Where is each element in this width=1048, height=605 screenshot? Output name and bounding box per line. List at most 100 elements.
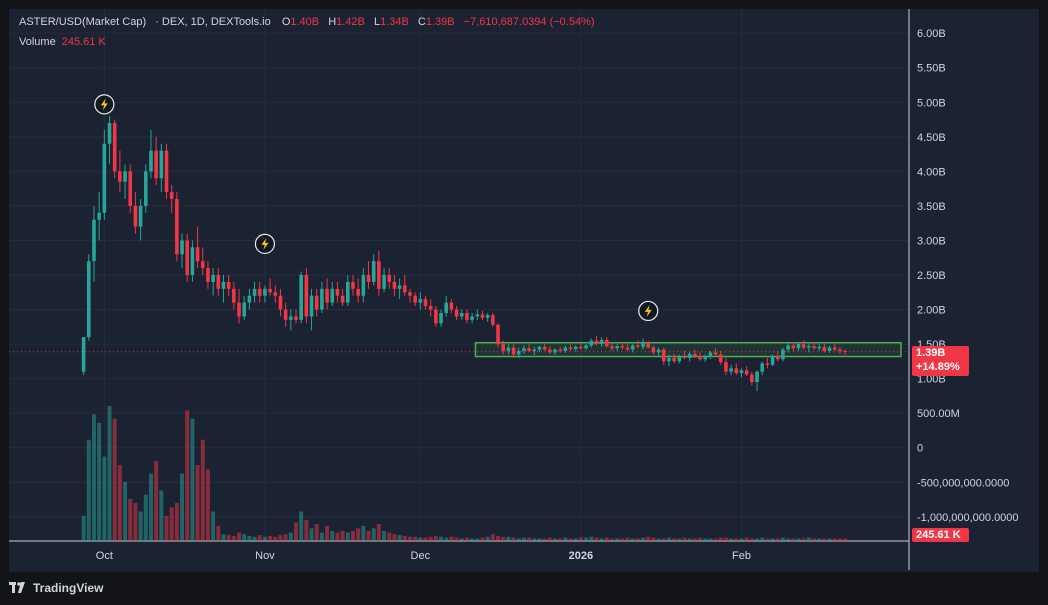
candle-body[interactable] (283, 309, 288, 320)
candle-body[interactable] (667, 357, 671, 362)
candle-body[interactable] (314, 295, 319, 310)
candle-body[interactable] (553, 349, 557, 353)
candle-body[interactable] (750, 374, 754, 383)
candle-body[interactable] (532, 349, 537, 351)
candle-body[interactable] (143, 171, 148, 206)
candle-body[interactable] (449, 302, 454, 310)
candle-body[interactable] (377, 261, 381, 289)
candle-body[interactable] (309, 295, 314, 317)
candle-body[interactable] (485, 315, 490, 318)
candle-body[interactable] (175, 199, 179, 255)
candle-body[interactable] (817, 346, 821, 349)
candle-body[interactable] (444, 302, 449, 313)
candle-body[interactable] (330, 288, 335, 303)
candle-body[interactable] (190, 247, 195, 275)
candle-body[interactable] (775, 356, 780, 360)
candle-body[interactable] (703, 356, 708, 360)
candle-body[interactable] (599, 339, 604, 345)
candle-body[interactable] (465, 313, 469, 320)
candle-body[interactable] (542, 346, 547, 350)
candle-body[interactable] (180, 240, 184, 255)
candle-body[interactable] (242, 302, 246, 317)
candle-body[interactable] (216, 275, 221, 289)
candle-body[interactable] (812, 346, 816, 349)
candle-body[interactable] (480, 314, 485, 318)
candle-body[interactable] (366, 275, 371, 282)
candle-body[interactable] (459, 313, 464, 317)
candle-body[interactable] (558, 349, 562, 351)
candle-body[interactable] (672, 357, 676, 362)
candle-body[interactable] (770, 356, 775, 365)
candle-body[interactable] (827, 347, 832, 351)
candle-body[interactable] (92, 219, 96, 262)
candle-body[interactable] (718, 354, 723, 363)
candle-body[interactable] (434, 309, 438, 324)
candle-body[interactable] (511, 347, 516, 355)
candle-body[interactable] (584, 345, 588, 349)
candle-body[interactable] (661, 349, 666, 362)
candle-body[interactable] (734, 368, 739, 374)
candle-body[interactable] (537, 346, 542, 350)
candle-body[interactable] (807, 346, 811, 348)
candle-body[interactable] (397, 285, 402, 289)
candle-body[interactable] (169, 192, 174, 199)
candle-body[interactable] (496, 324, 500, 345)
candle-body[interactable] (408, 292, 412, 296)
candle-body[interactable] (195, 247, 200, 262)
candle-body[interactable] (294, 316, 298, 320)
candle-body[interactable] (527, 348, 531, 351)
candle-body[interactable] (729, 368, 733, 372)
candle-body[interactable] (133, 205, 138, 227)
candle-body[interactable] (159, 150, 164, 179)
candle-body[interactable] (573, 346, 578, 349)
candle-body[interactable] (118, 171, 122, 182)
candle-body[interactable] (320, 288, 324, 310)
candle-body[interactable] (299, 275, 303, 320)
candle-body[interactable] (739, 370, 744, 374)
candle-body[interactable] (646, 342, 651, 348)
candle-body[interactable] (838, 349, 842, 351)
candle-body[interactable] (138, 205, 143, 227)
candle-body[interactable] (615, 346, 619, 349)
candle-body[interactable] (698, 355, 702, 360)
candle-body[interactable] (428, 306, 433, 310)
candle-body[interactable] (594, 340, 599, 345)
candle-body[interactable] (346, 281, 350, 303)
candle-body[interactable] (610, 346, 614, 349)
candle-body[interactable] (439, 313, 443, 324)
candle-body[interactable] (760, 363, 764, 372)
candle-body[interactable] (491, 315, 495, 325)
candle-body[interactable] (625, 347, 630, 350)
candle-body[interactable] (200, 261, 205, 269)
candle-body[interactable] (786, 345, 790, 350)
candle-body[interactable] (563, 347, 568, 351)
candle-body[interactable] (361, 275, 366, 296)
candle-body[interactable] (843, 351, 847, 352)
candle-body[interactable] (237, 302, 241, 317)
candle-body[interactable] (822, 346, 827, 351)
candle-body[interactable] (232, 288, 236, 303)
candle-body[interactable] (97, 212, 101, 220)
candle-body[interactable] (382, 275, 386, 289)
candle-body[interactable] (548, 349, 552, 353)
candle-body[interactable] (185, 240, 190, 275)
candle-body[interactable] (164, 150, 169, 193)
candle-body[interactable] (112, 123, 117, 172)
candle-body[interactable] (713, 352, 718, 355)
candle-body[interactable] (708, 352, 713, 357)
candle-body[interactable] (744, 370, 749, 375)
candle-body[interactable] (454, 309, 459, 317)
candle-body[interactable] (589, 340, 594, 346)
candle-body[interactable] (641, 342, 645, 347)
candle-body[interactable] (335, 288, 340, 296)
candle-body[interactable] (304, 275, 309, 317)
candle-body[interactable] (791, 345, 796, 349)
candle-body[interactable] (796, 344, 801, 349)
candle-body[interactable] (392, 281, 397, 289)
candle-body[interactable] (87, 261, 91, 338)
candle-body[interactable] (289, 316, 293, 320)
candle-body[interactable] (257, 288, 262, 296)
candle-body[interactable] (755, 371, 759, 383)
candle-body[interactable] (651, 347, 656, 353)
